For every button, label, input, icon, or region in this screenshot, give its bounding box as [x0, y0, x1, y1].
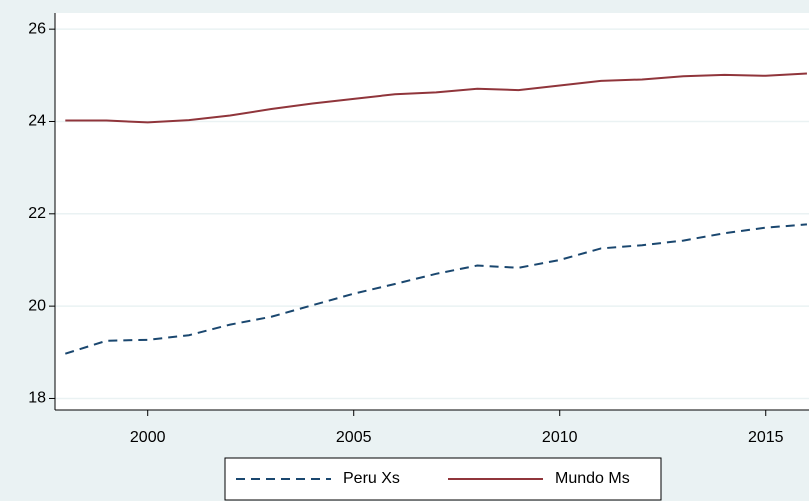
series-line [65, 72, 807, 124]
y-tick-label: 18 [28, 390, 46, 407]
y-tick-label: 22 [28, 205, 46, 222]
x-tick-label: 2005 [336, 429, 372, 446]
y-tick-label: 26 [28, 20, 46, 37]
x-tick-label: 2000 [130, 429, 166, 446]
y-tick-label: 20 [28, 297, 46, 314]
x-tick-label: 2015 [748, 429, 784, 446]
y-tick-label: 24 [28, 113, 46, 130]
x-tick-label: 2010 [542, 429, 578, 446]
legend-label: Mundo Ms [555, 470, 630, 487]
plot-area [55, 13, 809, 410]
series-line [65, 223, 808, 355]
legend-label: Peru Xs [343, 470, 400, 487]
